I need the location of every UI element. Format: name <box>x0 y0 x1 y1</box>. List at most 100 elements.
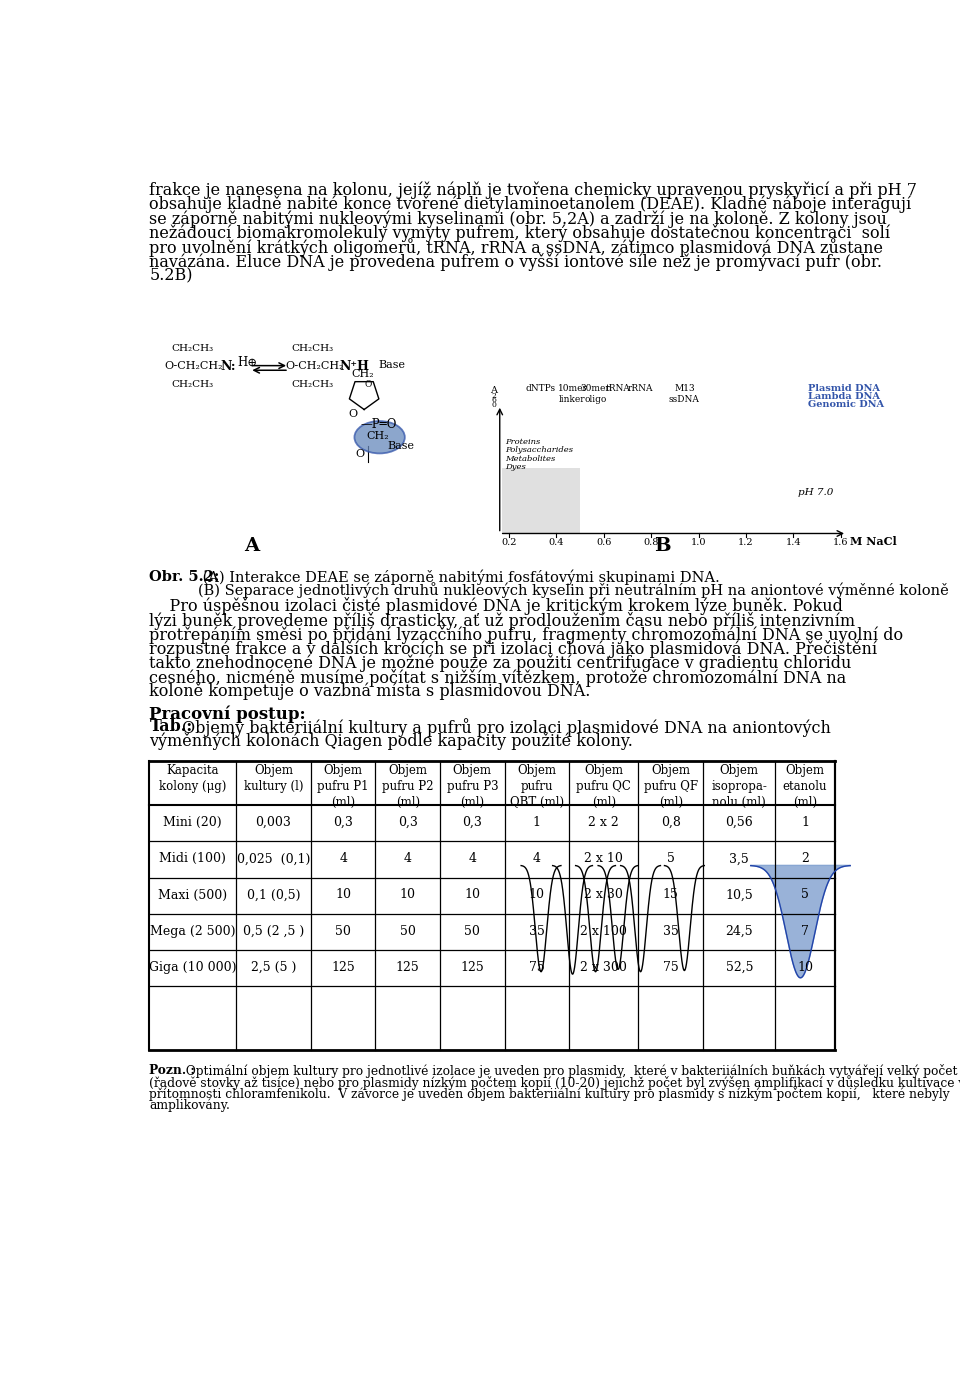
Text: O: O <box>356 449 365 460</box>
Text: obsahuje kladně nabité konce tvořené dietylaminoetanolem (DEAE). Kladné náboje i: obsahuje kladně nabité konce tvořené die… <box>150 195 912 213</box>
Text: N:: N: <box>220 360 235 373</box>
Text: 125: 125 <box>331 961 355 974</box>
Text: pH 7.0: pH 7.0 <box>798 489 833 497</box>
Text: 1.0: 1.0 <box>691 539 707 547</box>
Text: 2: 2 <box>492 392 496 400</box>
Text: Pozn. :: Pozn. : <box>150 1064 200 1078</box>
Text: 10: 10 <box>335 888 351 902</box>
Text: 4: 4 <box>339 852 348 866</box>
Text: 10mer
linker: 10mer linker <box>558 384 588 403</box>
Text: Objem
pufru P3
(ml): Objem pufru P3 (ml) <box>446 765 498 809</box>
Text: Objem
pufru P1
(ml): Objem pufru P1 (ml) <box>318 765 369 809</box>
Polygon shape <box>502 468 580 533</box>
Text: M13
ssDNA: M13 ssDNA <box>669 384 700 403</box>
Text: Genomic DNA: Genomic DNA <box>808 399 884 409</box>
Text: 1: 1 <box>533 816 540 830</box>
Text: B: B <box>654 537 671 555</box>
Text: 6: 6 <box>492 396 496 404</box>
Text: N⁺H: N⁺H <box>339 360 370 373</box>
Text: M NaCl: M NaCl <box>850 536 897 547</box>
Text: 24,5: 24,5 <box>726 925 753 938</box>
Text: Objem
pufru P2
(ml): Objem pufru P2 (ml) <box>382 765 434 809</box>
Text: (řadově stovky až tisíce) nebo pro plasmidy nízkým počtem kopií (10-20) jejichž : (řadově stovky až tisíce) nebo pro plasm… <box>150 1076 960 1090</box>
Text: 10,5: 10,5 <box>726 888 754 902</box>
Text: rozpustné frakce a v dalších krocích se při izolaci chová jako plasmidová DNA. P: rozpustné frakce a v dalších krocích se … <box>150 640 877 658</box>
Text: 2 x 2: 2 x 2 <box>588 816 619 830</box>
Text: Giga (10 000): Giga (10 000) <box>149 961 236 974</box>
Text: takto znehodnocené DNA je možné pouze za použití centrifugace v gradientu chlori: takto znehodnocené DNA je možné pouze za… <box>150 654 852 672</box>
Text: 0.6: 0.6 <box>596 539 612 547</box>
Text: navázána. Eluce DNA je provedena pufrem o vyšší iontové síle než je promývací pu: navázána. Eluce DNA je provedena pufrem … <box>150 253 882 271</box>
Text: přítomnosti chloramfenikolu.  V závorce je uveden objem bakteriiální kultury pro: přítomnosti chloramfenikolu. V závorce j… <box>150 1087 950 1101</box>
Text: 2 x 300: 2 x 300 <box>581 961 627 974</box>
Text: A: A <box>490 385 497 395</box>
Text: Base: Base <box>388 440 415 450</box>
Text: 125: 125 <box>396 961 420 974</box>
Ellipse shape <box>354 421 405 453</box>
Text: 5: 5 <box>667 852 675 866</box>
Text: Objem
pufru QC
(ml): Objem pufru QC (ml) <box>576 765 632 809</box>
Text: CH₂: CH₂ <box>351 368 373 378</box>
Text: Kapacita
kolony (μg): Kapacita kolony (μg) <box>159 765 227 794</box>
Text: 0,5 (2 ,5 ): 0,5 (2 ,5 ) <box>243 925 304 938</box>
Text: 10: 10 <box>529 888 545 902</box>
Text: výměnných kolonách Qiagen podle kapacity použité kolony.: výměnných kolonách Qiagen podle kapacity… <box>150 733 634 751</box>
Text: 0.8: 0.8 <box>643 539 659 547</box>
Text: 75: 75 <box>529 961 544 974</box>
Text: 7: 7 <box>801 925 809 938</box>
Text: O: O <box>348 409 358 420</box>
Text: frakce je nanesena na kolonu, jejíž náplň je tvořena chemicky upravenou pryskyři: frakce je nanesena na kolonu, jejíž nápl… <box>150 181 918 199</box>
Text: 1.6: 1.6 <box>833 539 849 547</box>
Text: 1: 1 <box>801 816 809 830</box>
Text: 10: 10 <box>797 961 813 974</box>
Text: 0,56: 0,56 <box>726 816 754 830</box>
Text: A: A <box>244 537 259 555</box>
Text: Optimální objem kultury pro jednotlivé izolace je uveden pro plasmidy,  které v : Optimální objem kultury pro jednotlivé i… <box>182 1064 960 1078</box>
Text: Pracovní postup:: Pracovní postup: <box>150 705 306 723</box>
Text: 4: 4 <box>533 852 540 866</box>
Text: 4: 4 <box>404 852 412 866</box>
Text: 5: 5 <box>801 888 809 902</box>
Text: 1.4: 1.4 <box>785 539 802 547</box>
Text: 0,3: 0,3 <box>463 816 482 830</box>
Text: Tab.:: Tab.: <box>150 719 193 735</box>
Text: H⊕: H⊕ <box>238 356 258 368</box>
Text: 0,8: 0,8 <box>660 816 681 830</box>
Text: 50: 50 <box>335 925 351 938</box>
Text: lýzi buněk provedeme příliš drasticky, ať už prodloužením času nebo příliš inten: lýzi buněk provedeme příliš drasticky, a… <box>150 612 855 630</box>
Text: 1.2: 1.2 <box>738 539 754 547</box>
Text: 0,1 (0,5): 0,1 (0,5) <box>247 888 300 902</box>
Text: 35: 35 <box>529 925 545 938</box>
Text: Objem
pufru QF
(ml): Objem pufru QF (ml) <box>644 765 698 809</box>
Text: 50: 50 <box>465 925 480 938</box>
Text: Mega (2 500): Mega (2 500) <box>150 925 235 938</box>
Text: 0,3: 0,3 <box>333 816 353 830</box>
Text: 4: 4 <box>468 852 476 866</box>
Text: Objemy bakteriiální kultury a pufrů pro izolaci plasmidové DNA na aniontových: Objemy bakteriiální kultury a pufrů pro … <box>178 719 831 737</box>
Text: CH₂CH₃: CH₂CH₃ <box>171 381 213 389</box>
Text: se záporně nabitými nukleovými kyselinami (obr. 5.2A) a zadrží je na koloně. Z k: se záporně nabitými nukleovými kyselinam… <box>150 211 887 227</box>
Text: Mini (20): Mini (20) <box>163 816 222 830</box>
Text: 5.2B): 5.2B) <box>150 267 193 284</box>
Text: 35: 35 <box>662 925 679 938</box>
Text: Base: Base <box>378 360 405 370</box>
Text: 0.2: 0.2 <box>501 539 516 547</box>
Text: 0: 0 <box>492 402 496 409</box>
Text: 0,025  (0,1): 0,025 (0,1) <box>237 852 310 866</box>
Text: Metabolites: Metabolites <box>505 454 555 463</box>
Text: Objem
pufru
QBT (ml): Objem pufru QBT (ml) <box>510 765 564 809</box>
Text: CH₂CH₃: CH₂CH₃ <box>291 345 333 353</box>
Text: amplikovány.: amplikovány. <box>150 1098 230 1112</box>
Text: cesného, nicméně musíme počítat s nižším vítězkem, protože chromozomální DNA na: cesného, nicméně musíme počítat s nižším… <box>150 669 847 687</box>
Text: protřepáním směsi po přidání lyzacčního pufru, fragmenty chromozomální DNA se uv: protřepáním směsi po přidání lyzacčního … <box>150 626 903 644</box>
Text: Dyes: Dyes <box>505 464 526 471</box>
Text: Objem
isopropa-
nolu (ml): Objem isopropa- nolu (ml) <box>711 765 767 809</box>
Text: CH₂CH₃: CH₂CH₃ <box>171 345 213 353</box>
Text: 50: 50 <box>399 925 416 938</box>
Text: Plasmid DNA: Plasmid DNA <box>808 384 880 393</box>
Text: 30mer
oligo: 30mer oligo <box>581 384 611 403</box>
Text: Objem
etanolu
(ml): Objem etanolu (ml) <box>782 765 828 809</box>
Text: 75: 75 <box>663 961 679 974</box>
Text: Pro úspěšnou izolaci čisté plasmidové DNA je kritickým krokem lýze buněk. Pokud: Pro úspěšnou izolaci čisté plasmidové DN… <box>150 597 843 615</box>
Text: 2: 2 <box>801 852 809 866</box>
